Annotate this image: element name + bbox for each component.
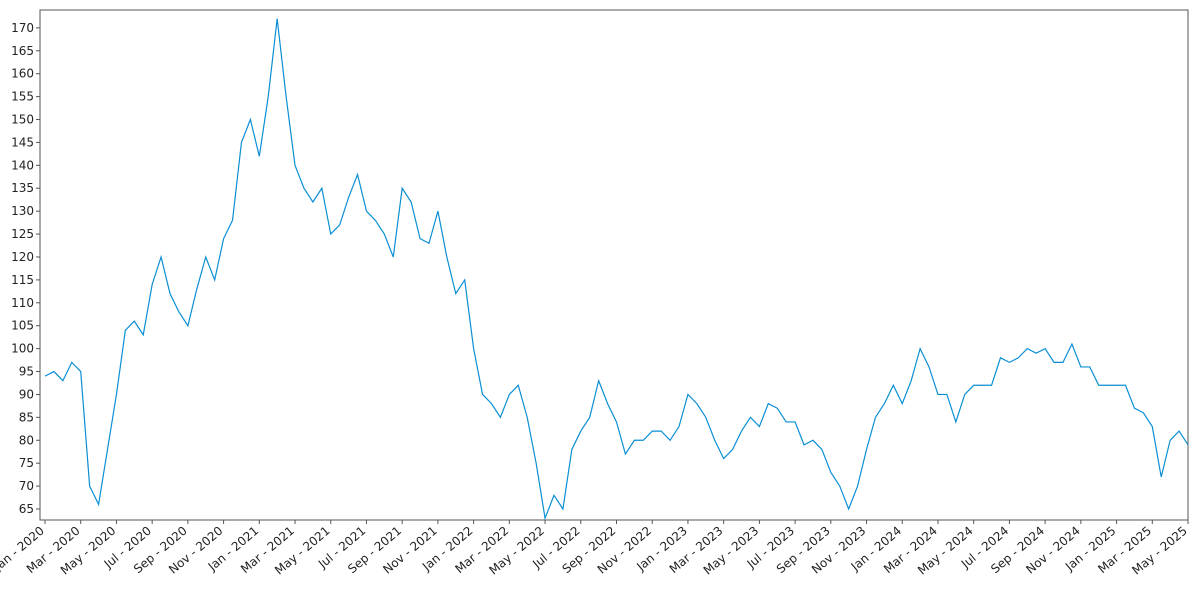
y-tick-label: 160 <box>11 67 34 81</box>
y-tick-label: 95 <box>19 365 34 379</box>
y-tick-label: 105 <box>11 319 34 333</box>
y-tick-label: 150 <box>11 113 34 127</box>
data-line <box>44 18 1189 521</box>
plot-area <box>39 9 1189 521</box>
y-tick-label: 125 <box>11 227 34 241</box>
y-tick-label: 70 <box>19 479 34 493</box>
y-tick-label: 155 <box>11 90 34 104</box>
y-tick-label: 80 <box>19 433 34 447</box>
y-tick-label: 110 <box>11 296 34 310</box>
y-tick-label: 100 <box>11 342 34 356</box>
y-tick-label: 85 <box>19 410 34 424</box>
y-tick-label: 145 <box>11 135 34 149</box>
y-tick-label: 75 <box>19 456 34 470</box>
y-tick-label: 115 <box>11 273 34 287</box>
y-tick-label: 135 <box>11 181 34 195</box>
y-tick-label: 120 <box>11 250 34 264</box>
y-tick-label: 130 <box>11 204 34 218</box>
y-tick-label: 65 <box>19 502 34 516</box>
y-tick-label: 140 <box>11 158 34 172</box>
y-tick-label: 165 <box>11 44 34 58</box>
y-tick-label: 170 <box>11 21 34 35</box>
y-tick-label: 90 <box>19 387 34 401</box>
